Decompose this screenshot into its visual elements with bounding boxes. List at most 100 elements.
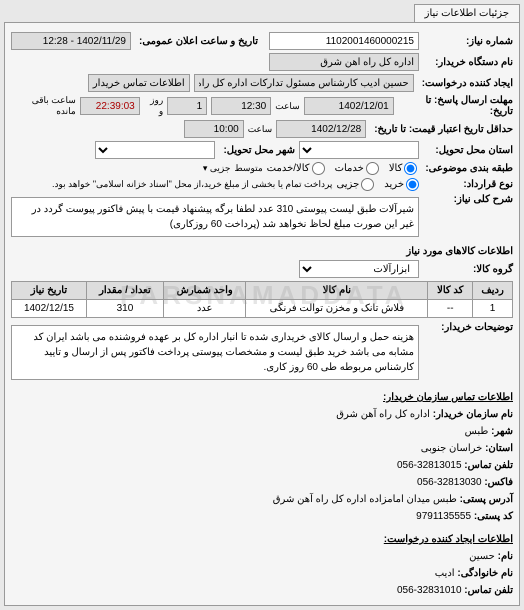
budget-radio-group: کالا خدمات کالا/خدمت [267,162,418,175]
req-tel-label: تلفن تماس: [464,585,513,596]
req-no-label: شماره نیاز: [423,36,513,47]
th-0: ردیف [473,282,513,300]
city-label: شهر محل تحویل: [219,145,295,156]
province-select[interactable] [299,141,419,159]
contract-radio-group: خرید جزیی [336,178,419,191]
row-buyer-notes: توضیحات خریدار: هزینه حمل و ارسال کالای … [11,322,513,383]
contract-label: نوع قرارداد: [423,179,513,190]
goods-label: گروه کالا: [423,264,513,275]
req-lname-line: نام خانوادگی: ادیب [11,565,513,582]
province-line: استان: خراسان جنوبی [11,440,513,457]
goods-table: ردیف کد کالا نام کالا واحد شمارش تعداد /… [11,281,513,318]
buyer-notes-text: هزینه حمل و ارسال کالای خریداری شده تا ا… [11,325,419,380]
fax-value: 32813030-056 [417,477,482,488]
post-line: کد پستی: 9791135555 [11,508,513,525]
row-validity: حداقل تاریخ اعتبار قیمت: تا تاریخ: ساعت [11,120,513,138]
post-label: کد پستی: [474,511,513,522]
deadline-days-input [167,97,207,115]
radio-jozi[interactable]: جزیی [336,178,374,191]
th-4: تعداد / مقدار [86,282,163,300]
radio-kharid[interactable]: خرید [384,178,419,191]
contact-buyer-button[interactable]: اطلاعات تماس خریدار [88,74,190,92]
deadline-time-label: ساعت [275,101,300,112]
radio-jozi-label: جزیی [336,179,359,190]
td-2: فلاش تانک و مخزن توالت فرنگی [246,300,428,318]
validity-label: حداقل تاریخ اعتبار قیمت: تا تاریخ: [370,124,513,135]
req-name-label: نام: [498,551,513,562]
row-goods-group: گروه کالا: ابزارآلات [11,260,513,278]
tab-title[interactable]: جزئیات اطلاعات نیاز [414,4,520,22]
validity-time-input [184,120,244,138]
row-budget: طبقه بندی موضوعی: کالا خدمات کالا/خدمت م… [11,162,513,175]
buyer-notes-label: توضیحات خریدار: [423,322,513,333]
radio-jozi-input[interactable] [361,178,374,191]
deadline-day-label: روز و [144,95,163,117]
radio-kharid-label: خرید [384,179,404,190]
requester-input [194,74,414,92]
buyer-name-input [269,53,419,71]
tel-line: تلفن تماس: 32813015-056 [11,457,513,474]
goods-select[interactable]: ابزارآلات [299,260,419,278]
validity-date-input [276,120,366,138]
addr-value: طبس میدان امامزاده اداره کل راه آهن شرق [273,494,457,505]
contact-buyer-header: اطلاعات تماس سازمان خریدار: [383,392,513,403]
radio-kala[interactable]: کالا [389,162,418,175]
deadline-remain-label: ساعت باقی مانده [11,95,76,117]
tel-label: تلفن تماس: [464,460,513,471]
post-value: 9791135555 [416,511,471,522]
org-line: نام سازمان خریدار: اداره کل راه آهن شرق [11,406,513,423]
table-header-row: ردیف کد کالا نام کالا واحد شمارش تعداد /… [12,282,513,300]
main-panel: PARSNAMADDATA جزئیات اطلاعات نیاز شماره … [0,0,524,610]
req-lname-value: ادیب [435,568,455,579]
radio-kalakhadamat-input[interactable] [312,162,325,175]
radio-kala-label: کالا [389,163,403,174]
th-3: واحد شمارش [163,282,246,300]
budget-extra2: متوسط [234,163,262,174]
req-lname-label: نام خانوادگی: [457,568,513,579]
radio-khadamat-input[interactable] [366,162,379,175]
deadline-remain-input [80,97,140,115]
req-name-line: نام: حسین [11,548,513,565]
contact-req-section: اطلاعات ایجاد کننده درخواست: نام: حسین ن… [11,531,513,599]
radio-kharid-input[interactable] [406,178,419,191]
org-value: اداره کل راه آهن شرق [336,409,430,420]
td-3: عدد [163,300,246,318]
row-contract: نوع قرارداد: خرید جزیی پرداخت تمام یا بخ… [11,178,513,191]
req-tel-value: 32831010-056 [397,585,462,596]
city-value: طبس [465,426,489,437]
td-0: 1 [473,300,513,318]
budget-extra: جزیی ▾ [203,163,231,174]
requester-label: ایجاد کننده درخواست: [418,78,513,89]
city-label2: شهر: [491,426,513,437]
row-deadline: مهلت ارسال پاسخ: تا تاریخ: ساعت روز و سا… [11,95,513,117]
province-label: استان محل تحویل: [423,145,513,156]
radio-khadamat[interactable]: خدمات [335,162,379,175]
row-desc: شرح کلی نیاز: شیرآلات طبق لیست پیوستی 31… [11,194,513,240]
budget-label: طبقه بندی موضوعی: [421,163,513,174]
contract-note: پرداخت تمام یا بخشی از مبلغ خرید،از محل … [52,179,332,190]
radio-kalakhadamat-label: کالا/خدمت [267,163,310,174]
radio-kala-input[interactable] [404,162,417,175]
req-no-input[interactable] [269,32,419,50]
table-row[interactable]: 1 -- فلاش تانک و مخزن توالت فرنگی عدد 31… [12,300,513,318]
city-select[interactable] [95,141,215,159]
city-line: شهر: طبس [11,423,513,440]
td-4: 310 [86,300,163,318]
fax-line: فاکس: 32813030-056 [11,474,513,491]
req-tel-line: تلفن تماس: 32831010-056 [11,582,513,599]
contact-buyer-section: اطلاعات تماس سازمان خریدار: نام سازمان خ… [11,389,513,525]
details-panel: شماره نیاز: تاریخ و ساعت اعلان عمومی: نا… [4,22,520,606]
ann-input [11,32,131,50]
row-requester: ایجاد کننده درخواست: اطلاعات تماس خریدار [11,74,513,92]
th-5: تاریخ نیاز [12,282,87,300]
row-buyer-name: نام دستگاه خریدار: [11,53,513,71]
radio-kalakhadamat[interactable]: کالا/خدمت [267,162,325,175]
province-value: خراسان جنوبی [421,443,483,454]
td-1: -- [428,300,473,318]
th-2: نام کالا [246,282,428,300]
goods-section-title: اطلاعات کالاهای مورد نیاز [11,246,513,257]
tel-value: 32813015-056 [397,460,462,471]
buyer-name-label: نام دستگاه خریدار: [423,57,513,68]
desc-text: شیرآلات طبق لیست پیوستی 310 عدد لطفا برگ… [11,197,419,237]
addr-label: آدرس پستی: [460,494,513,505]
